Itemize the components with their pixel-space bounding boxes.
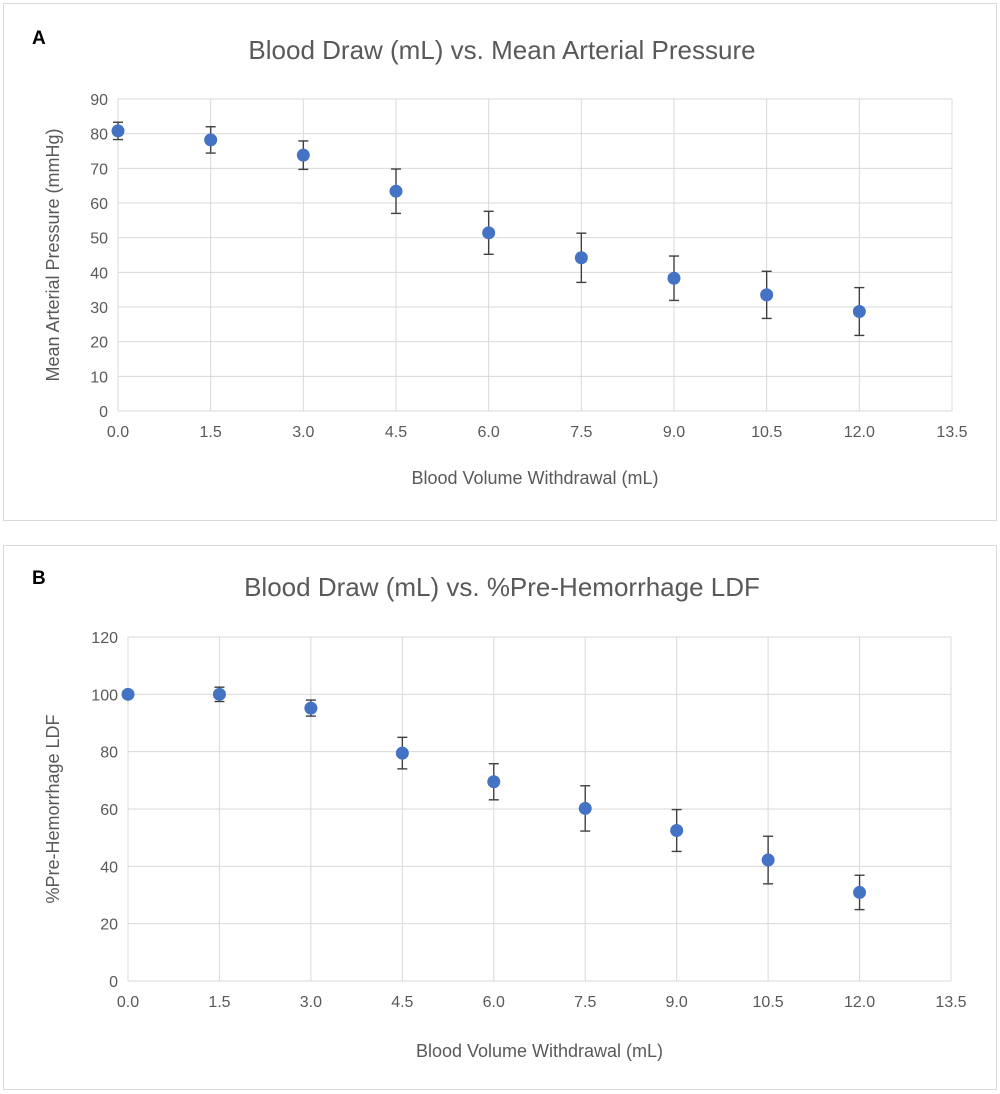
chart-b-y-axis-title: %Pre-Hemorrhage LDF: [43, 714, 63, 903]
chart-b-x-tick-label: 7.5: [574, 994, 596, 1011]
chart-b-y-tick-label: 80: [100, 745, 118, 762]
chart-b-y-tick-label: 120: [91, 630, 118, 647]
chart-a-x-tick-label: 9.0: [663, 424, 685, 441]
chart-a-x-tick-label: 1.5: [200, 424, 222, 441]
chart-b-data-point: [578, 801, 592, 815]
chart-b-x-tick-label: 13.5: [935, 994, 966, 1011]
chart-a-y-tick-label: 20: [90, 335, 108, 352]
chart-a-x-tick-label: 0.0: [107, 424, 129, 441]
chart-b-title: Blood Draw (mL) vs. %Pre-Hemorrhage LDF: [244, 572, 760, 602]
chart-a-data-point: [852, 305, 866, 319]
chart-a-x-tick-label: 6.0: [478, 424, 500, 441]
chart-a-data-point: [389, 184, 403, 198]
chart-a-data-point: [111, 124, 125, 138]
chart-b-x-tick-label: 10.5: [753, 994, 784, 1011]
chart-b-x-tick-label: 1.5: [208, 994, 230, 1011]
chart-b-x-tick-label: 3.0: [300, 994, 322, 1011]
chart-b-data-point: [670, 824, 684, 837]
chart-a-x-tick-label: 10.5: [751, 424, 782, 441]
chart-b-y-tick-label: 0: [109, 974, 118, 991]
chart-a-y-tick-label: 70: [90, 161, 108, 178]
chart-b-y-tick-label: 100: [91, 687, 118, 704]
chart-a-svg: Blood Draw (mL) vs. Mean Arterial Pressu…: [43, 35, 968, 488]
chart-b-x-tick-label: 12.0: [844, 994, 875, 1011]
chart-a-y-tick-label: 50: [90, 231, 108, 248]
chart-b-data-point: [761, 853, 775, 867]
chart-a-data-point: [667, 271, 681, 285]
chart-a-y-tick-label: 90: [90, 92, 108, 109]
chart-a-y-axis-title: Mean Arterial Pressure (mmHg): [43, 128, 63, 381]
chart-a-y-tick-label: 40: [90, 265, 108, 282]
chart-b-y-tick-label: 20: [100, 917, 118, 934]
chart-a-data-point: [760, 288, 774, 302]
chart-b-x-tick-label: 4.5: [391, 994, 413, 1011]
chart-b-x-tick-label: 0.0: [117, 994, 139, 1011]
panel-label-a: A: [32, 28, 46, 49]
chart-a-x-tick-label: 3.0: [292, 424, 314, 441]
chart-b-y-tick-label: 40: [100, 859, 118, 876]
chart-b-data-point: [304, 701, 318, 715]
chart-a-data-point: [482, 226, 496, 240]
chart-a-y-tick-label: 10: [90, 369, 108, 386]
chart-a-y-tick-label: 0: [99, 404, 108, 421]
chart-panel-b: B Blood Draw (mL) vs. %Pre-Hemorrhage LD…: [3, 545, 997, 1090]
chart-a-x-axis-title: Blood Volume Withdrawal (mL): [411, 468, 658, 488]
chart-a-y-tick-label: 60: [90, 196, 108, 213]
chart-a-y-tick-label: 80: [90, 127, 108, 144]
chart-b-x-axis-title: Blood Volume Withdrawal (mL): [416, 1041, 663, 1061]
chart-b-data-point: [395, 746, 409, 760]
chart-a-y-tick-label: 30: [90, 300, 108, 317]
chart-b-data-point: [853, 885, 867, 899]
chart-a-x-tick-label: 12.0: [844, 424, 875, 441]
chart-b-data-point: [121, 687, 135, 701]
chart-a-data-point: [204, 133, 218, 147]
chart-a-title: Blood Draw (mL) vs. Mean Arterial Pressu…: [248, 35, 755, 65]
chart-a-data-point: [574, 251, 588, 265]
panel-label-b: B: [32, 568, 46, 589]
chart-a-x-tick-label: 4.5: [385, 424, 407, 441]
chart-a-data-point: [296, 148, 310, 162]
chart-a-x-tick-label: 13.5: [936, 424, 967, 441]
chart-b-x-tick-label: 6.0: [483, 994, 505, 1011]
chart-panel-a: A Blood Draw (mL) vs. Mean Arterial Pres…: [3, 3, 997, 521]
chart-b-svg: Blood Draw (mL) vs. %Pre-Hemorrhage LDF 0…: [43, 572, 967, 1061]
chart-b-y-tick-label: 60: [100, 802, 118, 819]
chart-b-data-point: [487, 775, 501, 789]
chart-a-x-tick-label: 7.5: [570, 424, 592, 441]
chart-b-x-tick-label: 9.0: [666, 994, 688, 1011]
chart-b-data-point: [212, 687, 226, 701]
